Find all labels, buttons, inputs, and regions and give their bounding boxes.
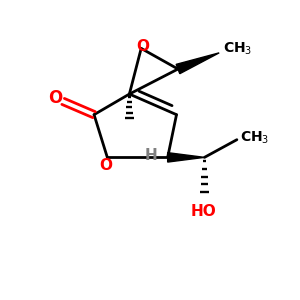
Text: O: O — [136, 39, 149, 54]
Text: CH$_3$: CH$_3$ — [223, 41, 252, 58]
Text: H: H — [144, 148, 157, 164]
Text: CH$_3$: CH$_3$ — [240, 130, 270, 146]
Polygon shape — [176, 53, 219, 74]
Text: O: O — [99, 158, 112, 173]
Text: O: O — [48, 89, 62, 107]
Text: HO: HO — [190, 204, 216, 219]
Polygon shape — [168, 153, 205, 162]
